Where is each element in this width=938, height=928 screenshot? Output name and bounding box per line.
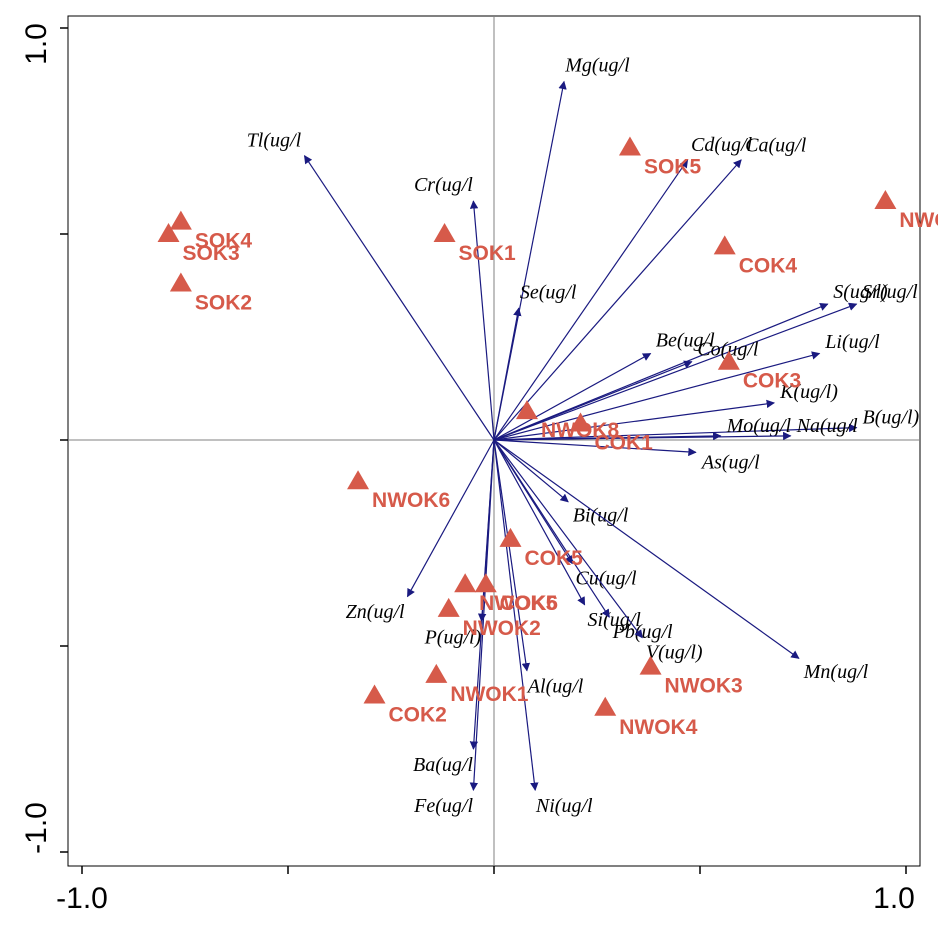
site-marker-sok5 <box>618 136 641 156</box>
site-label-cok5: COK5 <box>524 547 583 570</box>
variable-label-co-ug-l: Co(ug/l <box>697 339 759 361</box>
variable-label-al-ug-l: Al(ug/l <box>526 676 584 698</box>
site-marker-cok2 <box>363 684 386 704</box>
axis-ticks <box>60 27 907 874</box>
site-label-sok4: SOK4 <box>195 230 253 253</box>
site-label-sok2: SOK2 <box>195 291 252 314</box>
site-label-nwok4: NWOK4 <box>619 716 697 739</box>
arrow-ni-ug-l <box>493 439 539 792</box>
variable-label-ni-ug-l: Ni(ug/l <box>535 795 593 817</box>
variable-label-k-ug-l: K(ug/l) <box>779 381 838 403</box>
variable-label-v-ug-l: V(ug/l) <box>646 642 703 664</box>
arrow-cd-ug-l <box>493 159 689 441</box>
arrow-cr-ug-l <box>469 200 495 441</box>
variable-label-tl-ug-l: Tl(ug/l <box>247 130 302 152</box>
site-label-cok1: COK1 <box>595 432 654 455</box>
arrow-b-ug-l <box>493 423 858 441</box>
site-marker-cok5 <box>499 527 522 547</box>
variable-label-b-ug-l: B(ug/l) <box>863 406 920 428</box>
variable-label-mg-ug-l: Mg(ug/l <box>564 55 630 77</box>
site-marker-sok3 <box>157 223 180 242</box>
variable-label-cu-ug-l: Cu(ug/l <box>575 568 637 590</box>
arrow-k-ug-l <box>493 399 775 441</box>
arrow-na-ug-l <box>493 431 792 441</box>
site-marker-cok3 <box>717 350 740 370</box>
site-label-cok6: COK6 <box>500 592 558 615</box>
arrow-mn-ug-l <box>493 439 800 659</box>
y-tick-label-min: -1.0 <box>20 802 53 854</box>
variable-label-ca-ug-l: Ca(ug/l <box>745 134 807 156</box>
variable-label-cr-ug-l: Cr(ug/l <box>414 174 473 196</box>
site-marker-sok1 <box>433 223 456 242</box>
site-marker-nwok3 <box>639 655 662 675</box>
site-marker-nwok7 <box>874 190 897 210</box>
variable-label-sr-ug-l: Sr(ug/l <box>862 281 918 303</box>
variable-label-mn-ug-l: Mn(ug/l <box>803 661 869 683</box>
site-marker-cok6 <box>474 573 497 593</box>
arrow-al-ug-l <box>493 439 531 672</box>
site-marker-nwok8 <box>515 400 538 420</box>
variable-label-si-ug-l: Si(ug/l <box>588 609 642 631</box>
variable-label-ba-ug-l: Ba(ug/l <box>413 754 473 776</box>
arrow-zn-ug-l <box>406 439 495 598</box>
arrow-bi-ug-l <box>493 439 569 503</box>
site-label-sok1: SOK1 <box>459 242 517 265</box>
site-label-cok4: COK4 <box>739 254 798 277</box>
arrow-fe-ug-l <box>469 439 495 792</box>
site-marker-sok4 <box>169 210 192 230</box>
site-label-nwok1: NWOK1 <box>450 683 528 706</box>
site-marker-nwok5 <box>454 573 477 593</box>
variable-label-pb-ug-l: Pb(ug/l <box>612 621 673 643</box>
arrow-ca-ug-l <box>493 159 742 441</box>
site-marker-cok1 <box>569 412 592 432</box>
site-marker-nwok6 <box>347 470 370 490</box>
variable-arrows: Mg(ug/l Tl(ug/l Ca(ug/lCd(ug/l Cr(ug/l Se(ug… <box>247 55 920 818</box>
site-markers: SOK1SOK2SOK3SOK4SOK5NWOK7COK4COK3NWOK8CO… <box>157 136 938 739</box>
variable-label-li-ug-l: Li(ug/l <box>824 331 880 353</box>
arrow-co-ug-l <box>493 360 693 441</box>
variable-label-as-ug-l: As(ug/l <box>700 452 760 474</box>
variable-label-fe-ug-l: Fe(ug/l <box>413 795 473 817</box>
site-label-nwok3: NWOK3 <box>665 675 743 698</box>
variable-label-be-ug-l: Be(ug/l <box>656 330 715 352</box>
site-label-sok5: SOK5 <box>644 155 702 178</box>
site-label-nwok2: NWOK2 <box>463 617 541 640</box>
arrow-se-ug-l <box>493 307 522 441</box>
site-label-cok3: COK3 <box>743 370 801 393</box>
variable-label-p-ug-l: P(ug/l) <box>424 626 482 648</box>
arrow-pb-ug-l <box>493 439 610 618</box>
site-label-sok3: SOK3 <box>183 242 240 265</box>
x-tick-label-max: 1.0 <box>873 882 915 915</box>
variable-label-s-ug-l: S(ug/l) <box>833 281 888 303</box>
variable-label-bi-ug-l: Bi(ug/l <box>573 505 629 527</box>
arrow-si-ug-l <box>493 439 586 606</box>
x-tick-label-min: -1.0 <box>56 882 108 915</box>
site-label-nwok5: NWOK5 <box>479 592 557 615</box>
arrow-sr-ug-l <box>493 302 858 441</box>
site-label-cok2: COK2 <box>389 703 447 726</box>
variable-label-zn-ug-l: Zn(ug/l <box>346 601 405 623</box>
arrow-v-ug-l <box>493 439 643 639</box>
variable-label-mo-ug-l: Mo(ug/l <box>726 415 792 437</box>
variable-label-se-ug-l: Se(ug/l <box>520 281 577 303</box>
arrow-as-ug-l <box>493 439 697 457</box>
site-marker-cok4 <box>713 235 736 255</box>
site-marker-nwok1 <box>425 663 448 683</box>
site-label-nwok7: NWOK7 <box>899 209 938 232</box>
y-tick-label-max: 1.0 <box>20 23 53 65</box>
site-marker-sok2 <box>169 272 192 292</box>
arrow-tl-ug-l <box>303 155 495 441</box>
arrow-be-ug-l <box>493 352 652 441</box>
site-label-nwok6: NWOK6 <box>372 489 450 512</box>
site-marker-nwok4 <box>594 696 617 716</box>
variable-label-na-ug-l: Na(ug/l <box>796 415 859 437</box>
arrow-li-ug-l <box>493 351 821 441</box>
site-marker-nwok2 <box>437 597 460 617</box>
variable-label-cd-ug-l: Cd(ug/l <box>691 134 753 156</box>
